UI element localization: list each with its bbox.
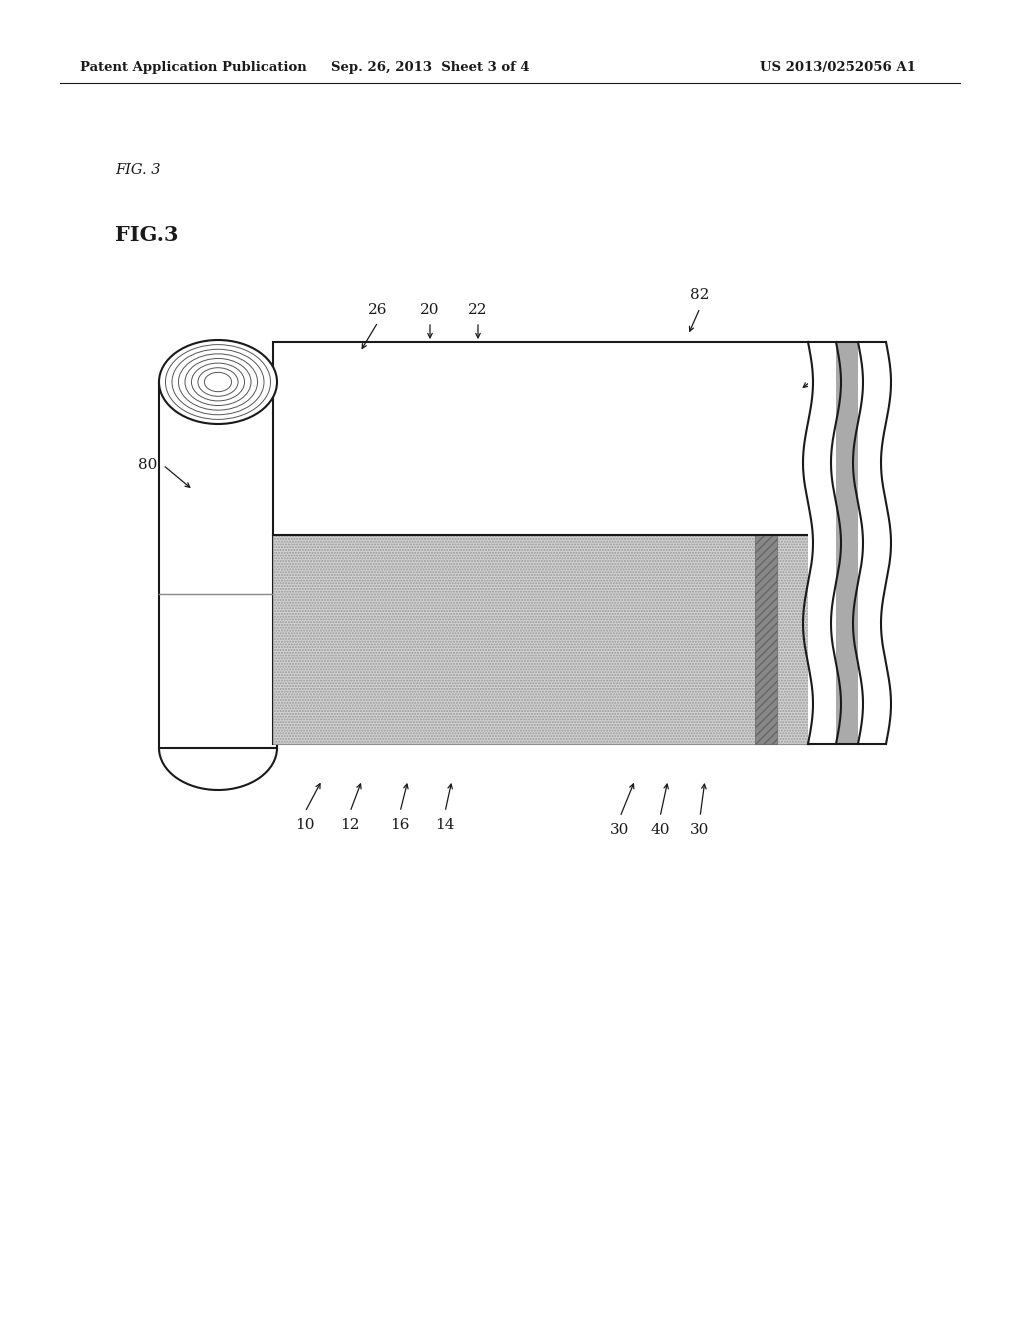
Text: 80: 80 [138, 458, 158, 473]
Text: 82: 82 [690, 288, 710, 302]
Text: US 2013/0252056 A1: US 2013/0252056 A1 [760, 62, 915, 74]
Ellipse shape [159, 341, 278, 424]
Bar [755, 535, 777, 744]
Text: 12: 12 [340, 818, 359, 832]
Text: FIG.3: FIG.3 [115, 224, 178, 246]
Bar [159, 381, 278, 748]
Bar [273, 535, 810, 744]
Text: 26: 26 [369, 304, 388, 317]
Bar [836, 342, 858, 744]
Bar [273, 342, 810, 744]
Text: 16: 16 [390, 818, 410, 832]
Text: 10: 10 [295, 818, 314, 832]
Text: Patent Application Publication: Patent Application Publication [80, 62, 307, 74]
Bar [273, 535, 810, 744]
Text: 24: 24 [810, 363, 829, 378]
Text: 30: 30 [690, 822, 710, 837]
Text: 22: 22 [468, 304, 487, 317]
Text: Sep. 26, 2013  Sheet 3 of 4: Sep. 26, 2013 Sheet 3 of 4 [331, 62, 529, 74]
Bar [858, 342, 886, 744]
Text: 14: 14 [435, 818, 455, 832]
Text: 20: 20 [420, 304, 439, 317]
Text: 40: 40 [650, 822, 670, 837]
Text: FIG. 3: FIG. 3 [115, 162, 161, 177]
Text: 30: 30 [610, 822, 630, 837]
Bar [808, 342, 836, 744]
